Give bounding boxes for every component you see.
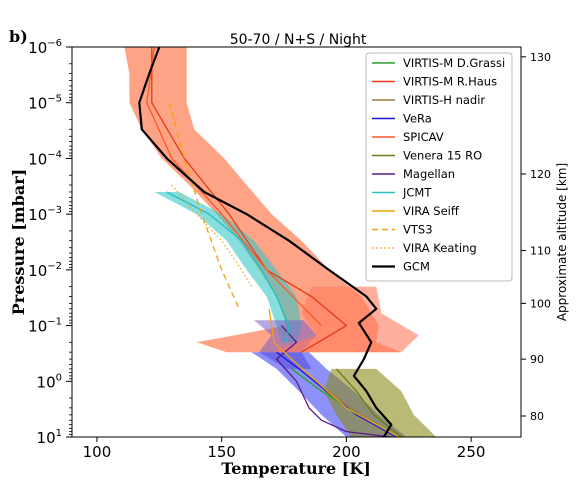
x-axis-ticks: 100 150 200 250 <box>83 437 486 461</box>
legend-label-jcmt: JCMT <box>402 186 432 200</box>
legend-label-vira-seiff: VIRA Seiff <box>403 204 460 218</box>
y-tick-label: 10−3 <box>28 205 62 224</box>
legend-label-spicav: SPICAV <box>403 130 444 144</box>
x-tick-label: 150 <box>207 443 236 461</box>
y-tick-label: 10−1 <box>28 317 62 336</box>
line-vira-seiff <box>268 308 400 437</box>
altitude-tick-label: 90 <box>530 353 544 366</box>
altitude-tick-label: 110 <box>530 245 551 258</box>
legend-label-virtis-h-nadir: VIRTIS-H nadir <box>403 93 485 107</box>
y-tick-label: 10−6 <box>28 38 62 57</box>
panel-label: b) <box>9 27 28 46</box>
y-axis-ticks: 10−6 10−5 10−4 10−3 10−2 10−1 100 101 <box>28 38 72 447</box>
legend-label-virtis-m-d-grassi: VIRTIS-M D.Grassi <box>403 56 505 70</box>
y-tick-label: 10−4 <box>28 149 62 168</box>
y-tick-label: 100 <box>37 372 62 391</box>
line-venera-15-ro <box>335 368 402 437</box>
altitude-axis-ticks: 130 120 110 100 90 80 <box>521 51 551 423</box>
line-magellan <box>275 325 392 437</box>
chart-title: 50-70 / N+S / Night <box>230 32 367 48</box>
altitude-tick-label: 120 <box>530 168 551 181</box>
legend-label-venera-15-ro: Venera 15 RO <box>403 149 482 163</box>
line-jcmt <box>166 191 290 343</box>
legend-box <box>365 52 513 282</box>
legend-label-magellan: Magellan <box>403 167 455 181</box>
series-lines <box>138 47 402 437</box>
legend-label-vira-keating: VIRA Keating <box>403 241 477 255</box>
altitude-axis-label: Approximate altitude [km] <box>555 163 569 321</box>
y-tick-label: 10−2 <box>28 261 62 280</box>
x-tick-label: 200 <box>332 443 361 461</box>
plot-frame <box>71 46 522 438</box>
y-tick-label: 101 <box>37 428 62 447</box>
altitude-tick-label: 80 <box>530 410 544 423</box>
x-tick-label: 100 <box>83 443 112 461</box>
line-gcm <box>138 47 393 437</box>
legend-label-vera: VeRa <box>403 112 432 126</box>
y-tick-label: 10−5 <box>28 94 62 113</box>
legend: VIRTIS-M D.Grassi VIRTIS-M R.Haus VIRTIS-H… <box>365 52 513 282</box>
line-vera <box>276 351 397 437</box>
x-axis-label: Temperature [K] <box>221 459 371 478</box>
altitude-tick-label: 100 <box>530 297 551 310</box>
legend-label-gcm: GCM <box>403 260 430 274</box>
line-vira-keating <box>171 184 253 287</box>
band-spicav <box>124 47 402 353</box>
legend-label-vts3: VTS3 <box>403 223 433 237</box>
x-tick-label: 250 <box>457 443 486 461</box>
line-virtis-m-r-haus <box>151 47 348 353</box>
altitude-tick-label: 130 <box>530 51 551 64</box>
y-axis-label: Pressure [mbar] <box>9 169 28 316</box>
band-virtis-m-r-haus <box>271 286 419 353</box>
legend-label-virtis-m-r-haus: VIRTIS-M R.Haus <box>403 75 497 89</box>
